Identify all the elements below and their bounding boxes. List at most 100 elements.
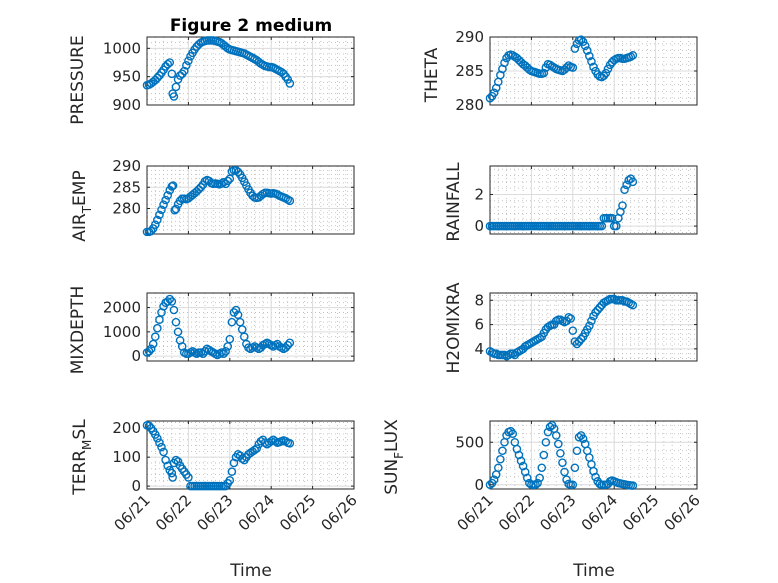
data-point: [593, 305, 602, 315]
data-point: [184, 473, 193, 482]
data-point: [233, 167, 243, 177]
data-point: [260, 438, 270, 448]
data-point: [485, 93, 495, 103]
data-point: [574, 337, 584, 346]
data-point: [618, 201, 627, 210]
data-point: [562, 63, 571, 72]
data-point: [229, 308, 239, 317]
data-point: [169, 305, 179, 315]
x-tick-label: 06/23: [536, 491, 579, 534]
data-point: [150, 220, 160, 229]
data-point: [570, 44, 580, 53]
data-point: [485, 480, 495, 490]
x-tick-label: 06/24: [235, 491, 278, 534]
data-point: [607, 213, 617, 223]
data-point: [173, 457, 183, 466]
theta-subplot: 280 285 290: [455, 28, 698, 114]
data-point: [508, 429, 518, 439]
pressure-axes-frame: [146, 36, 355, 106]
data-point: [168, 473, 177, 482]
data-point: [167, 468, 177, 478]
data-point: [153, 434, 162, 443]
data-point: [163, 191, 172, 200]
data-point: [587, 316, 596, 326]
data-point: [161, 455, 170, 465]
data-point: [595, 303, 605, 312]
data-point: [153, 215, 162, 225]
data-point: [221, 346, 230, 356]
data-point: [285, 438, 295, 448]
data-point: [169, 92, 179, 101]
mixdepth-ylabel: MIXDEPTH: [68, 286, 88, 375]
data-point: [285, 79, 295, 88]
pressure-y-tick-label: 950: [112, 68, 141, 86]
h2omixra-axes-box: [489, 292, 698, 362]
data-point: [171, 204, 181, 214]
data-point: [196, 182, 206, 192]
data-point: [493, 463, 503, 473]
data-point: [574, 432, 584, 442]
data-point: [489, 88, 499, 98]
data-point: [167, 297, 177, 306]
data-point: [562, 475, 571, 484]
data-point: [537, 463, 547, 473]
rainfall-ylabel: RAINFALL: [444, 162, 464, 242]
x-tick-label: 06/22: [495, 491, 538, 534]
data-point: [231, 305, 241, 315]
data-point: [271, 436, 280, 446]
data-point: [506, 426, 516, 436]
data-point: [252, 444, 262, 453]
x-tick-label: 06/26: [661, 491, 704, 534]
theta-ylabel: THETA: [422, 47, 442, 103]
data-point: [171, 455, 181, 465]
data-point: [568, 480, 578, 490]
data-point: [250, 445, 259, 455]
x-tick-label: 06/25: [619, 491, 662, 534]
sun-flux-axes-box: [489, 420, 698, 490]
x-tick-label: 06/22: [152, 491, 195, 534]
theta-y-tick-label: 285: [455, 62, 484, 80]
data-point: [159, 447, 168, 457]
data-point: [155, 438, 164, 448]
mixdepth-axes-frame: [146, 292, 355, 362]
data-point: [568, 326, 578, 335]
data-point: [539, 68, 549, 78]
data-point: [219, 349, 228, 359]
data-point: [516, 456, 526, 466]
data-point: [155, 210, 164, 220]
data-point: [153, 323, 162, 333]
data-point: [163, 297, 172, 306]
data-point: [184, 56, 193, 66]
theta-y-tick-label: 280: [455, 96, 484, 114]
terr-msl-y-tick-label: 0: [131, 477, 141, 495]
data-point: [578, 434, 588, 444]
data-point: [597, 221, 607, 231]
data-point: [179, 66, 189, 76]
data-point: [237, 454, 247, 463]
data-point: [227, 467, 237, 476]
mixdepth-y-tick-label: 0: [131, 347, 141, 365]
data-point: [489, 475, 499, 484]
data-point: [171, 317, 181, 327]
data-point: [566, 314, 576, 323]
data-point: [227, 317, 237, 327]
data-point: [200, 346, 210, 356]
data-point: [496, 454, 505, 464]
pressure-y-tick-label: 900: [112, 96, 141, 114]
data-point: [628, 300, 638, 310]
data-point: [545, 422, 555, 432]
h2omixra-y-tick-label: 8: [474, 291, 484, 309]
air-temp-y-tick-label: 285: [112, 178, 141, 196]
data-point: [591, 308, 600, 317]
sun-flux-ylabel: SUNFLUX: [382, 419, 406, 495]
data-point: [283, 340, 293, 350]
data-point: [285, 196, 295, 206]
data-point: [165, 58, 175, 67]
data-point: [157, 205, 166, 215]
data-point: [628, 177, 638, 187]
data-point: [551, 431, 561, 440]
data-point: [500, 58, 509, 68]
data-point: [146, 344, 156, 354]
